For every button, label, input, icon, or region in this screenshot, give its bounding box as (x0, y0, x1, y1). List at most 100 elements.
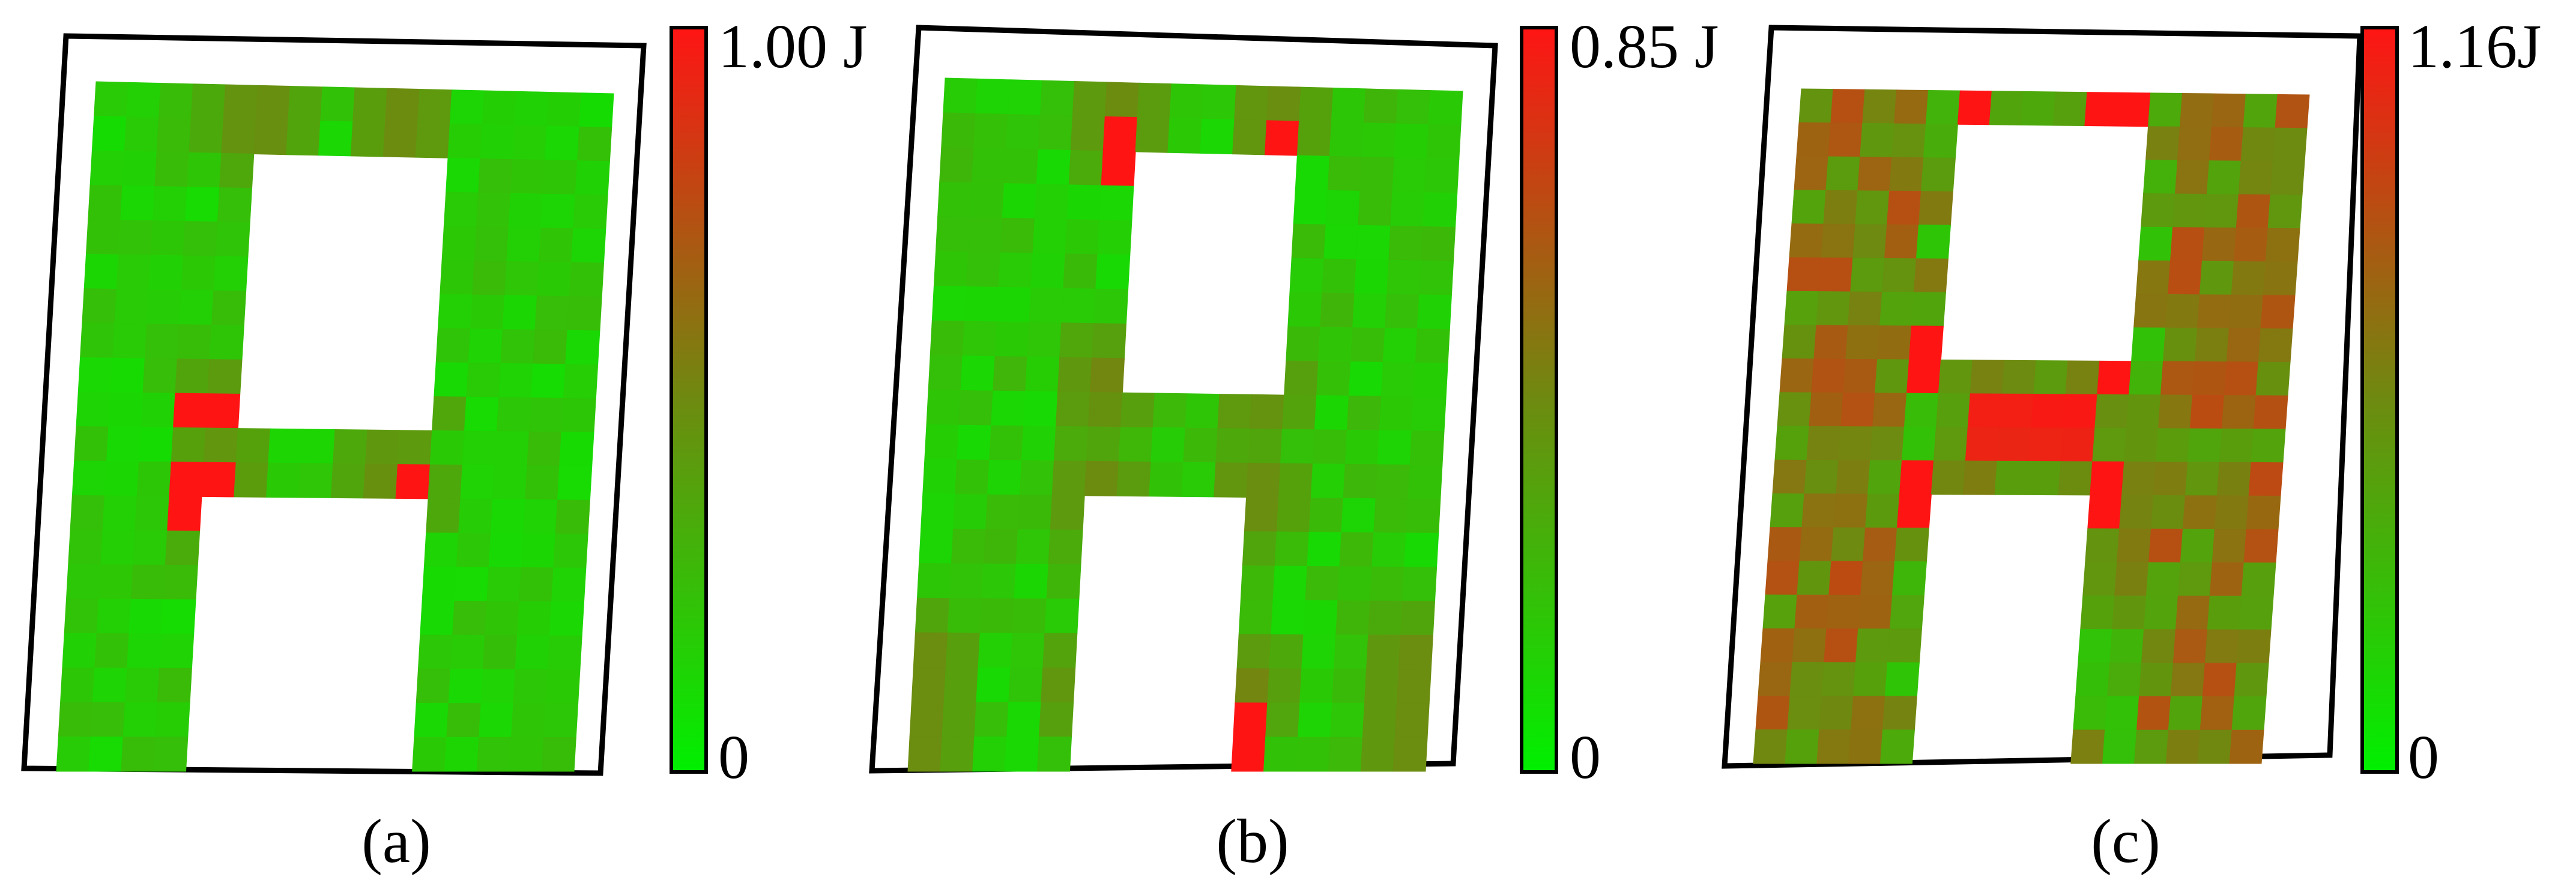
panel-c-heatmap-cell (2189, 394, 2225, 429)
panel-b-heatmap-cell (1234, 85, 1269, 121)
panel-c-heatmap-cell (2073, 696, 2108, 731)
panel-a-heatmap-cell (440, 260, 475, 295)
panel-b-heatmap-cell (1044, 598, 1080, 634)
panel-c-heatmap-cell (2001, 360, 2037, 395)
panel-a-heatmap-cell (464, 396, 500, 432)
panel-b-heatmap-cell (1305, 565, 1340, 601)
panel-b-heatmap-cell (1019, 460, 1054, 496)
panel-c-heatmap-cell (2211, 93, 2246, 128)
panel-a-heatmap-cell (449, 89, 485, 125)
panel-c-heatmap-cell (1767, 527, 1803, 562)
panel-a-heatmap-cell (458, 498, 494, 534)
panel-b-heatmap-cell (1341, 498, 1376, 534)
panel-c-heatmap-cell (2141, 629, 2176, 664)
panel-b-heatmap-cell (1014, 564, 1049, 600)
panel-a-heatmap-cell (266, 462, 301, 498)
panel-a-heatmap-cell (128, 598, 164, 634)
panel-b-heatmap-cell (1354, 259, 1389, 295)
panel-b-heatmap-cell (1200, 118, 1235, 155)
panel-c-heatmap-cell (2116, 92, 2151, 127)
panel-a-heatmap-cell (414, 702, 449, 738)
panel-b-heatmap-cell (926, 390, 961, 426)
panel-a-heatmap-cell (422, 566, 457, 602)
panel-a-heatmap-cell (474, 226, 509, 262)
panel-c-heatmap-cell (2263, 261, 2298, 296)
panel-c-heatmap-cell (1882, 258, 1917, 293)
panel-a-heatmap-cell (479, 703, 514, 738)
panel-c-heatmap-cell (2153, 462, 2188, 496)
panel-b-heatmap-cell (1385, 294, 1420, 330)
panel-b-heatmap-cell (1398, 634, 1433, 670)
panel-a-heatmap-cell (454, 567, 489, 602)
panel-a-heatmap-cell (74, 426, 109, 462)
panel-b-heatmap-cell (1331, 87, 1366, 124)
panel-c-heatmap-cell (1825, 156, 1861, 191)
panel-b-heatmap-cell (953, 493, 988, 530)
panel-b-heatmap-cell (1271, 600, 1306, 635)
panel-a-heatmap-cell (512, 125, 548, 161)
panel-a-heatmap-cell (255, 85, 291, 121)
panel-a-heatmap-cell (533, 329, 568, 365)
panel-c-heatmap-cell (2233, 228, 2269, 262)
panel-a-heatmap-cell (553, 533, 588, 568)
panel-a-heatmap-cell (482, 90, 517, 126)
panel-a-heatmap-cell (157, 668, 192, 704)
panel-b-heatmap-cell (1235, 668, 1270, 704)
panel-b-heatmap-cell (1368, 600, 1403, 636)
panel-c-heatmap-cell (2112, 595, 2147, 630)
panel-c-heatmap-cell (1804, 459, 1839, 495)
panel-b-heatmap-cell (1295, 155, 1330, 191)
panel-b-heatmap-cell (1036, 149, 1071, 185)
panel-b-heatmap-cell (935, 216, 971, 253)
panel-b-heatmap-cell (913, 632, 948, 668)
panel-c-heatmap-cell (1970, 360, 2005, 394)
panel-a-heatmap-cell (527, 431, 562, 466)
panel-c-heatmap-cell (2148, 528, 2183, 563)
panel-b-heatmap-cell (1428, 90, 1463, 126)
panel-b-heatmap-cell (962, 321, 997, 357)
panel-b-heatmap-cell (1005, 113, 1041, 150)
panel-c-heatmap-cell (2258, 328, 2293, 363)
panel-b-heatmap-cell (943, 667, 979, 703)
panel-a-heatmap-cell (155, 702, 190, 738)
panel-c-heatmap-cell (1806, 426, 1842, 461)
panel-b-heatmap-cell (1029, 287, 1064, 324)
panel-c-heatmap-cell (2021, 91, 2056, 126)
panel-a-heatmap-cell (350, 121, 386, 157)
panel-a-heatmap-cell (62, 633, 97, 669)
panel-b-heatmap-cell (1265, 120, 1300, 156)
panel-c: 1.16J 0 (c) (1722, 12, 2541, 876)
panel-b-heatmap-cell (1350, 327, 1386, 363)
panel-c-heatmap-cell (2174, 160, 2210, 195)
panel-a-heatmap-cell (496, 397, 532, 432)
panel-c-heatmap-cell (2231, 696, 2267, 731)
panel-c-heatmap-cell (1784, 291, 1819, 326)
panel-b-heatmap-cell (1263, 737, 1299, 772)
panel-a-heatmap-cell (83, 253, 119, 290)
panel-c-heatmap-cell (2229, 729, 2264, 764)
panel-c-heatmap-cell (2194, 328, 2230, 363)
panel-b: 0.85 J 0 (b) (869, 12, 1719, 876)
panel-b-scale-max: 0.85 J (1570, 12, 1719, 81)
panel-a-heatmap-cell (557, 465, 593, 501)
panel-a-heatmap-cell (56, 736, 91, 772)
panel-a-heatmap-cell (563, 364, 599, 399)
panel-b-heatmap-cell (1093, 288, 1129, 325)
panel-b-heatmap-cell (1411, 396, 1447, 432)
panel-c-heatmap-cell (2200, 696, 2235, 731)
panel-a-heatmap-cell (452, 600, 488, 636)
panel-b-heatmap-cell (1303, 600, 1338, 636)
panel-b-heatmap-cell (966, 252, 1001, 288)
panel-b-heatmap-cell (1284, 360, 1319, 396)
panel-a-heatmap-cell (385, 88, 420, 124)
panel-a-heatmap-cell (98, 564, 134, 600)
panel-c-heatmap-cell (1997, 427, 2032, 462)
panel-b-heatmap-cell (998, 252, 1033, 288)
panel-a-heatmap-cell (521, 533, 556, 568)
panel-b-heatmap-cell (960, 355, 996, 391)
panel-b-heatmap-cell (1149, 462, 1184, 497)
panel-c-scale-max: 1.16J (2408, 12, 2541, 81)
panel-b-heatmap-cell (1344, 429, 1380, 465)
panel-b-heatmap-cell (1356, 225, 1391, 261)
panel-c-heatmap-cell (2114, 562, 2150, 597)
